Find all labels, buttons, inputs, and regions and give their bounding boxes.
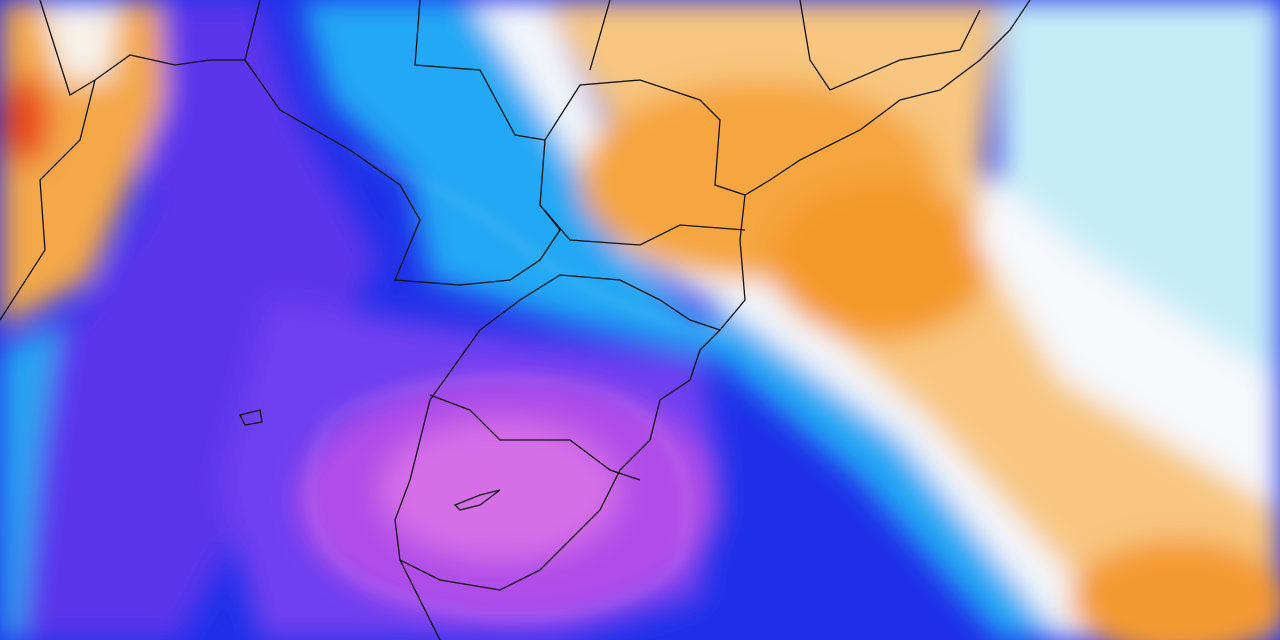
border-line [414,0,746,246]
cyan-band [300,0,1100,640]
red-core [0,75,50,165]
lake [453,489,501,511]
neutral-band [470,0,1130,640]
border-line [429,394,641,481]
lake [239,409,263,426]
boundaries [0,0,1031,640]
border-line [0,79,96,321]
border-line [39,0,261,96]
orange-left [0,0,165,330]
border-line [244,59,561,286]
orange-core [1070,540,1280,640]
coastline [544,0,1031,196]
neutral-left [40,0,120,80]
light-cyan-region [1000,0,1280,420]
coastline [394,194,746,591]
contour-line [309,379,688,617]
cyan-region [0,320,60,640]
border-line [589,0,981,91]
coastline [399,559,441,640]
neutral-band [975,170,1280,510]
purple-region [0,0,380,640]
orange-core [770,180,990,340]
